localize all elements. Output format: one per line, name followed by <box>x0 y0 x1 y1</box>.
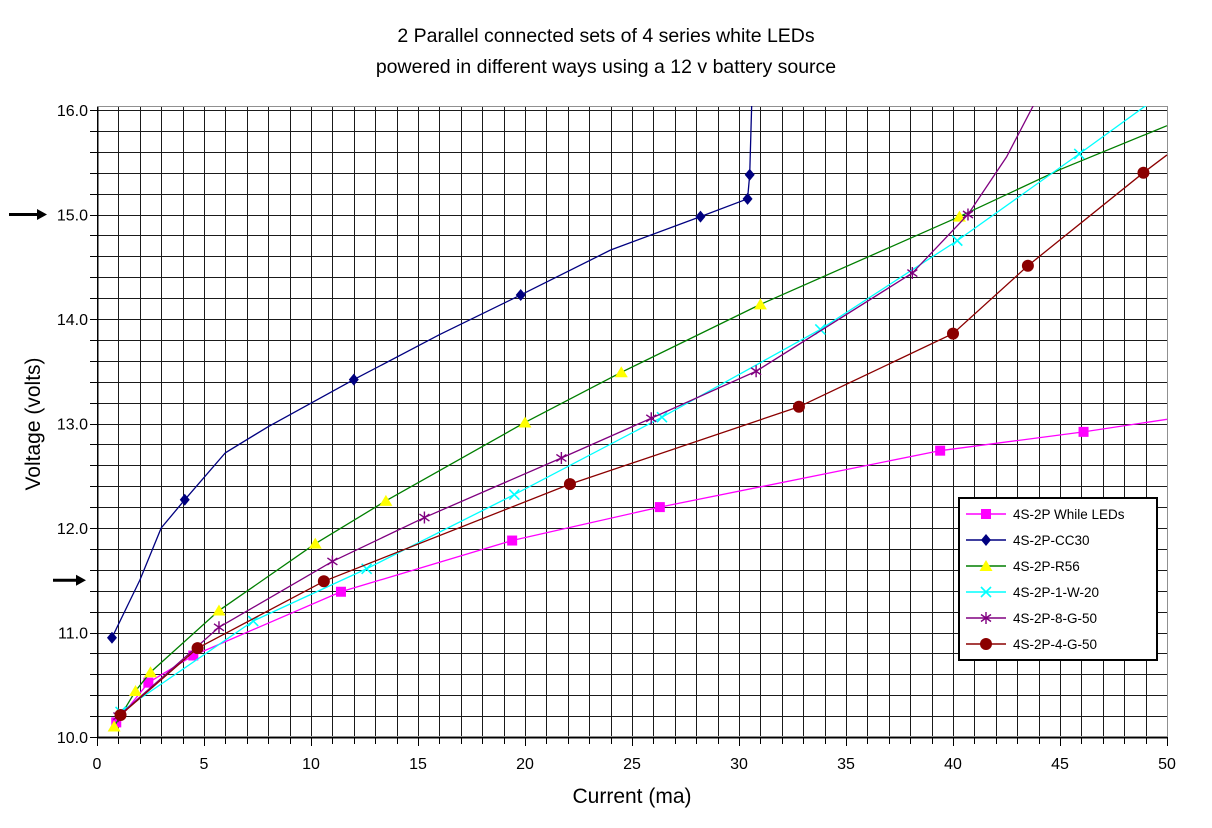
y-tick-label: 15.0 <box>57 208 88 225</box>
x-tick-label: 10 <box>302 756 320 773</box>
legend-label: 4S-2P-CC30 <box>1013 532 1090 548</box>
grid <box>97 107 1168 738</box>
legend-item: 4S-2P-8-G-50 <box>964 605 1156 631</box>
series-line-4s-2p-cc30 <box>111 106 753 639</box>
legend-label: 4S-2P-R56 <box>1013 558 1080 574</box>
chart-title-line1: 2 Parallel connected sets of 4 series wh… <box>397 25 815 47</box>
y-tick-label: 13.0 <box>57 417 88 434</box>
y-tick-label: 14.0 <box>57 312 88 329</box>
legend-label: 4S-2P-4-G-50 <box>1013 636 1098 652</box>
y-tick-label: 11.0 <box>58 626 88 643</box>
legend-label: 4S-2P-8-G-50 <box>1013 610 1098 626</box>
legend: 4S-2P While LEDs 4S-2P-CC30 4S-2P-R56 4S-2P… <box>958 497 1158 661</box>
x-tick-label: 20 <box>516 756 534 773</box>
legend-item: 4S-2P-4-G-50 <box>964 631 1156 657</box>
x-tick-label: 0 <box>93 756 102 773</box>
legend-marker-asterisk-icon <box>966 612 1006 624</box>
legend-label: 4S-2P While LEDs <box>1013 506 1125 522</box>
y-tick-label: 10.0 <box>57 730 88 747</box>
legend-marker-square-icon <box>966 509 1006 519</box>
tick-marks <box>90 110 1168 746</box>
legend-item: 4S-2P-R56 <box>964 553 1156 579</box>
legend-item: 4S-2P-1-W-20 <box>964 579 1156 605</box>
series-4s-2p-cc30 <box>106 106 755 644</box>
series-4s-2p-4-g-50 <box>114 154 1168 722</box>
legend-label: 4S-2P-1-W-20 <box>1013 584 1100 600</box>
chart-title: 2 Parallel connected sets of 4 series wh… <box>0 21 1212 83</box>
arrow-icon <box>9 209 47 220</box>
x-tick-label: 30 <box>730 756 748 773</box>
chart-title-line2: powered in different ways using a 12 v b… <box>375 56 837 78</box>
series-4s-2p-8-g-50 <box>112 106 1034 723</box>
legend-marker-diamond-icon <box>966 534 1006 546</box>
y-axis-title: Voltage (volts) <box>22 357 45 491</box>
x-tick-label: 40 <box>944 756 962 773</box>
y-tick-label: 16.0 <box>57 103 88 120</box>
x-tick-label: 15 <box>409 756 427 773</box>
x-axis-title: Current (ma) <box>572 785 692 808</box>
x-tick-label: 35 <box>837 756 855 773</box>
tick-labels: 0 5 10 15 20 25 30 35 40 45 50 10.0 11.0 12.0 13.0 14.0… <box>57 103 1176 773</box>
legend-item: 4S-2P-CC30 <box>964 527 1156 553</box>
x-tick-label: 25 <box>623 756 641 773</box>
x-tick-label: 45 <box>1051 756 1069 773</box>
x-tick-label: 50 <box>1158 756 1176 773</box>
x-tick-label: 5 <box>200 756 209 773</box>
legend-marker-x-icon <box>966 586 1006 598</box>
legend-marker-circle-icon <box>966 638 1006 650</box>
series-group <box>106 106 1168 732</box>
legend-item: 4S-2P While LEDs <box>964 501 1156 527</box>
y-tick-label: 12.0 <box>57 521 88 538</box>
legend-marker-triangle-icon <box>966 560 1006 571</box>
arrow-icon <box>53 574 86 586</box>
series-4s-2p-r56 <box>107 125 1168 732</box>
